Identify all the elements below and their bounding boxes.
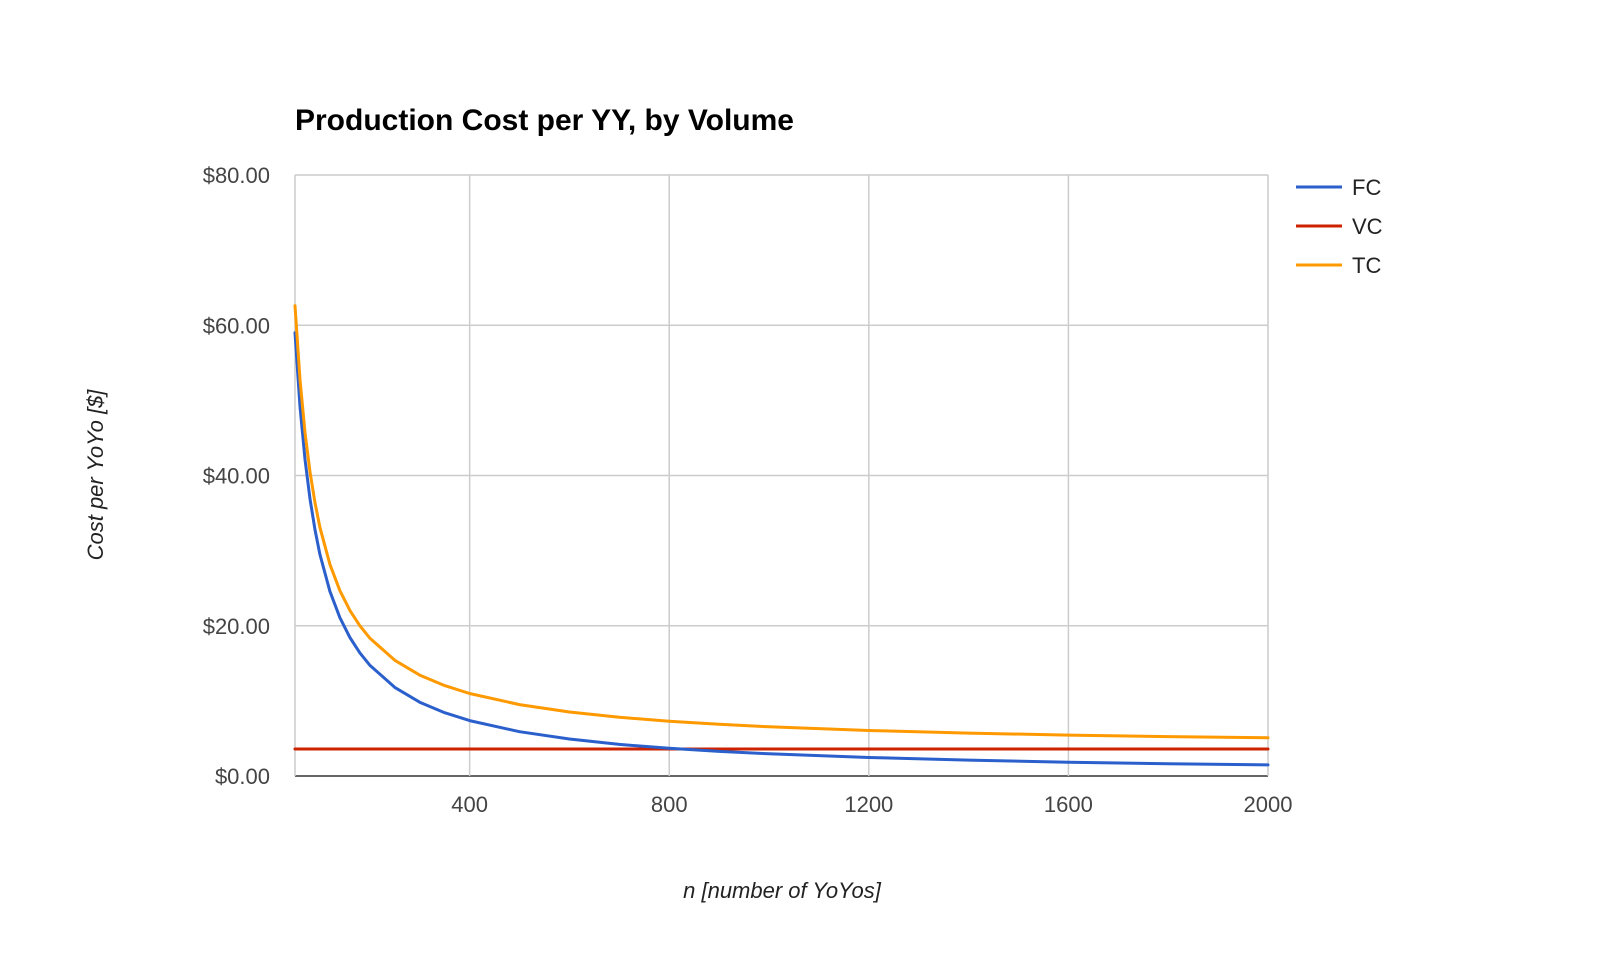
- y-axis-label: Cost per YoYo [$]: [83, 389, 108, 561]
- grid: [294, 174, 1269, 777]
- x-axis-ticks: 400 800 1200 1600 2000: [451, 792, 1292, 817]
- y-axis-ticks: $0.00 $20.00 $40.00 $60.00 $80.00: [203, 163, 270, 789]
- legend-label-tc: TC: [1352, 253, 1381, 278]
- x-tick-label: 2000: [1244, 792, 1293, 817]
- chart-title: Production Cost per YY, by Volume: [295, 104, 794, 137]
- x-tick-label: 1600: [1044, 792, 1093, 817]
- legend-label-vc: VC: [1352, 214, 1383, 239]
- legend-label-fc: FC: [1352, 175, 1381, 200]
- series-lines: [293, 304, 1270, 767]
- y-tick-label: $0.00: [215, 764, 270, 789]
- x-tick-label: 400: [451, 792, 488, 817]
- y-tick-label: $60.00: [203, 313, 270, 338]
- legend: FC VC TC: [1296, 175, 1383, 278]
- y-tick-label: $20.00: [203, 614, 270, 639]
- x-axis-label: n [number of YoYos]: [683, 878, 882, 903]
- x-tick-label: 800: [651, 792, 688, 817]
- series-line-fc: [293, 331, 1270, 767]
- x-tick-label: 1200: [844, 792, 893, 817]
- y-tick-label: $80.00: [203, 163, 270, 188]
- y-tick-label: $40.00: [203, 464, 270, 489]
- series-line-tc: [293, 304, 1270, 740]
